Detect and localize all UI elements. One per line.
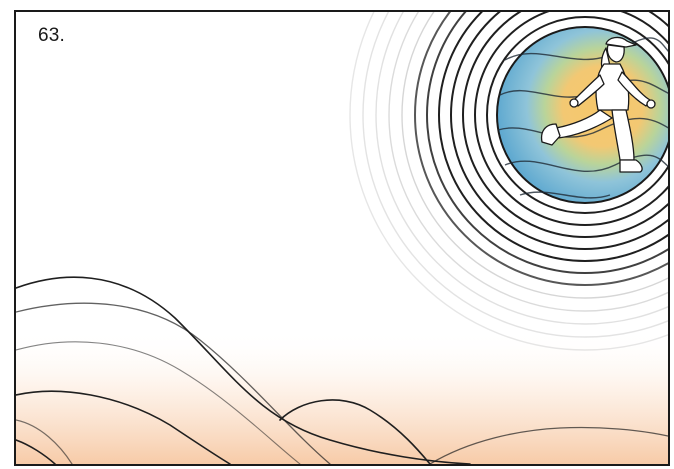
page-number: 63. xyxy=(38,25,66,46)
inner-ripple-rings xyxy=(414,12,668,286)
running-person-icon xyxy=(540,36,656,173)
outer-ripple-rings xyxy=(349,12,668,351)
ground-gradient xyxy=(16,330,668,464)
dune-lines xyxy=(16,276,668,464)
